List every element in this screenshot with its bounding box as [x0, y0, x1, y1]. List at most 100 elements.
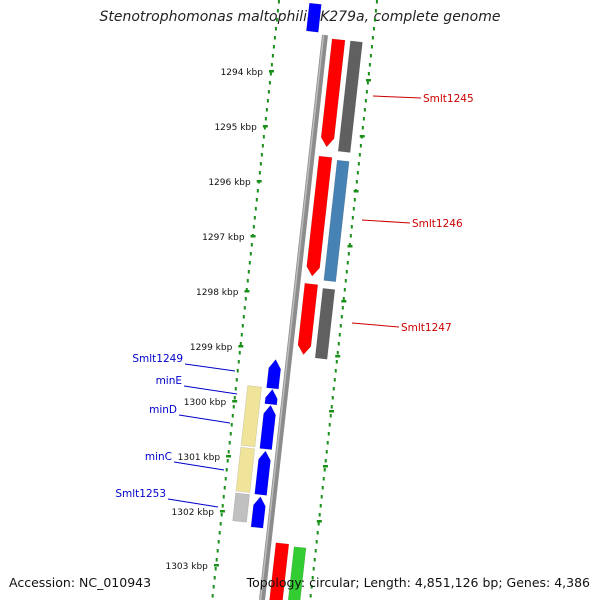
track-tick: [271, 54, 274, 58]
track-tick: [356, 171, 359, 175]
track-tick: [259, 162, 262, 166]
map-title: Stenotrophomonas maltophilia K279a, comp…: [99, 9, 501, 25]
track-tick: [260, 153, 263, 157]
feature-lightgray-1: [232, 492, 250, 523]
track-tick: [362, 117, 365, 121]
track-tick: [236, 369, 239, 373]
gene-minc-arrow: [254, 450, 271, 496]
track-tick: [267, 90, 270, 94]
track-tick: [352, 207, 355, 211]
track-tick: [340, 315, 343, 319]
gene-label-leader: [361, 219, 411, 224]
major-tick: [322, 465, 328, 468]
gene-label-leader: [167, 498, 219, 508]
track-tick: [272, 45, 275, 49]
track-tick: [230, 423, 233, 427]
track-tick: [218, 531, 221, 535]
track-tick: [332, 387, 335, 391]
major-tick: [335, 355, 341, 358]
track-tick: [357, 162, 360, 166]
track-tick: [227, 450, 230, 454]
track-tick: [321, 486, 324, 490]
backbone-line: [259, 34, 328, 600]
track-tick: [274, 27, 277, 31]
track-tick: [324, 459, 327, 463]
track-tick: [226, 459, 229, 463]
feature-yellow-2: [235, 446, 256, 493]
track-tick: [319, 504, 322, 508]
track-tick: [346, 261, 349, 265]
track-tick: [250, 243, 253, 247]
major-tick: [226, 455, 232, 458]
track-tick: [265, 108, 268, 112]
track-tick: [311, 576, 314, 580]
gene-label-leader: [372, 95, 422, 99]
track-tick: [243, 306, 246, 310]
gene-smlt1245-arrow: [320, 38, 346, 148]
major-tick: [238, 345, 244, 348]
track-tick: [336, 351, 339, 355]
track-tick: [221, 504, 224, 508]
scale-label: 1297 kbp: [202, 233, 245, 243]
feature-steel-1: [323, 159, 350, 283]
gene-smlt1253-arrow: [250, 496, 266, 529]
gene-label-leader: [351, 322, 400, 328]
gene-label-smlt1245: Smlt1245: [423, 93, 474, 105]
major-tick: [347, 245, 353, 248]
gene-label-leader: [183, 385, 238, 395]
major-tick: [219, 510, 225, 513]
track-tick: [313, 558, 316, 562]
track-tick: [249, 252, 252, 256]
gene-smlt1249-arrow: [266, 359, 282, 390]
track-tick: [327, 432, 330, 436]
scale-label: 1294 kbp: [221, 68, 264, 78]
track-tick: [213, 576, 216, 580]
gene-label-smlt1249: Smlt1249: [132, 353, 183, 365]
scale-label: 1300 kbp: [184, 398, 227, 408]
track-tick: [323, 468, 326, 472]
track-tick: [255, 198, 258, 202]
track-tick: [217, 540, 220, 544]
major-tick: [353, 190, 359, 193]
track-tick: [341, 306, 344, 310]
track-tick: [369, 54, 372, 58]
scale-label: 1299 kbp: [190, 343, 233, 353]
feature-gray-2: [314, 287, 336, 360]
track-tick: [371, 36, 374, 40]
track-tick: [353, 198, 356, 202]
track-tick: [254, 207, 257, 211]
track-tick: [334, 369, 337, 373]
track-tick: [219, 522, 222, 526]
accession-text: Accession: NC_010943: [9, 575, 152, 590]
track-tick: [325, 450, 328, 454]
gene-label-mind: minD: [149, 404, 177, 416]
genome-summary-text: Topology: circular; Length: 4,851,126 bp…: [246, 575, 590, 590]
scale-labels: 1294 kbp 1295 kbp 1296 kbp 1297 kbp 1298 kbp…: [165, 68, 263, 572]
gene-mine-arrow: [264, 388, 278, 406]
track-tick: [269, 72, 272, 76]
gene-mind-arrow: [259, 404, 276, 450]
gene-bottom-red: [269, 542, 290, 600]
track-tick: [361, 126, 364, 130]
track-tick: [374, 9, 377, 13]
track-tick: [233, 396, 236, 400]
track-tick: [238, 351, 241, 355]
gene-label-leader: [184, 363, 236, 372]
track-tick: [261, 144, 264, 148]
major-tick: [341, 300, 347, 303]
scale-label: 1296 kbp: [208, 178, 251, 188]
track-tick: [248, 261, 251, 265]
track-tick: [338, 333, 341, 337]
track-tick: [244, 297, 247, 301]
track-tick: [363, 108, 366, 112]
track-tick: [333, 378, 336, 382]
track-tick: [240, 333, 243, 337]
track-tick: [349, 234, 352, 238]
track-tick: [364, 99, 367, 103]
track-tick: [247, 270, 250, 274]
track-tick: [263, 126, 266, 130]
gene-smlt1247-arrow: [297, 282, 319, 356]
track-tick: [234, 387, 237, 391]
major-tick: [250, 235, 256, 238]
major-tick: [256, 180, 262, 183]
